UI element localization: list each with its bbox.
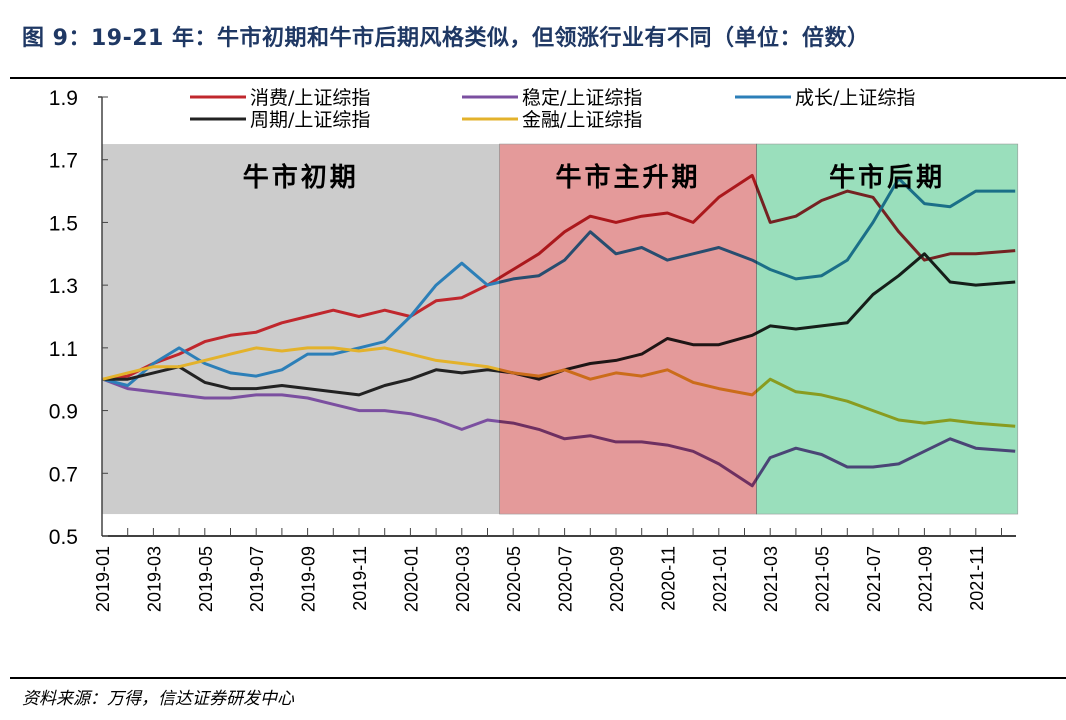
bottom-rule — [10, 677, 1066, 679]
region-main-bull — [499, 143, 757, 515]
legend-label: 金融/上证综指 — [522, 109, 642, 131]
x-tick-label: 2019-03 — [144, 546, 164, 612]
legend-label: 稳定/上证综指 — [522, 87, 642, 109]
x-tick-label: 2021-01 — [710, 546, 730, 612]
x-tick-label: 2021-03 — [761, 546, 781, 612]
y-tick-label: 1.3 — [49, 275, 78, 298]
x-tick-label: 2020-07 — [556, 546, 576, 612]
chart-title: 图 9：19-21 年：牛市初期和牛市后期风格类似，但领涨行业有不同（单位：倍数… — [22, 26, 870, 51]
region-early-bull — [102, 144, 500, 515]
x-tick-label: 2020-09 — [607, 546, 627, 612]
legend-label: 成长/上证综指 — [795, 87, 915, 109]
region-late-bull — [756, 143, 1019, 515]
x-tick-label: 2020-01 — [401, 546, 421, 612]
x-tick-label: 2020-03 — [453, 546, 473, 612]
legend-label: 周期/上证综指 — [250, 109, 370, 131]
y-tick-label: 1.1 — [49, 338, 78, 361]
x-tick-label: 2021-09 — [915, 546, 935, 612]
x-tick-label: 2021-07 — [864, 546, 884, 612]
top-rule — [10, 77, 1066, 79]
region-label: 牛市主升期 — [555, 162, 700, 193]
x-tick-label: 2019-11 — [350, 546, 370, 611]
x-tick-label: 2019-01 — [93, 546, 113, 612]
y-tick-label: 1.7 — [49, 150, 78, 173]
x-tick-label: 2019-07 — [247, 546, 267, 612]
x-tick-label: 2020-11 — [658, 546, 678, 611]
x-tick-label: 2021-11 — [967, 546, 987, 611]
y-tick-label: 0.5 — [49, 526, 78, 549]
region-label: 牛市后期 — [829, 162, 945, 193]
y-tick-label: 0.7 — [49, 463, 78, 486]
x-tick-label: 2019-09 — [299, 546, 319, 612]
region-label: 牛市初期 — [243, 162, 359, 193]
legend-label: 消费/上证综指 — [250, 87, 370, 109]
y-tick-label: 1.9 — [49, 87, 78, 110]
x-tick-label: 2020-05 — [504, 546, 524, 612]
y-tick-label: 0.9 — [49, 401, 78, 424]
y-tick-label: 1.5 — [49, 212, 78, 235]
x-tick-label: 2019-05 — [196, 546, 216, 612]
source-note: 资料来源：万得，信达证券研发中心 — [22, 689, 294, 709]
x-tick-label: 2021-05 — [813, 546, 833, 612]
